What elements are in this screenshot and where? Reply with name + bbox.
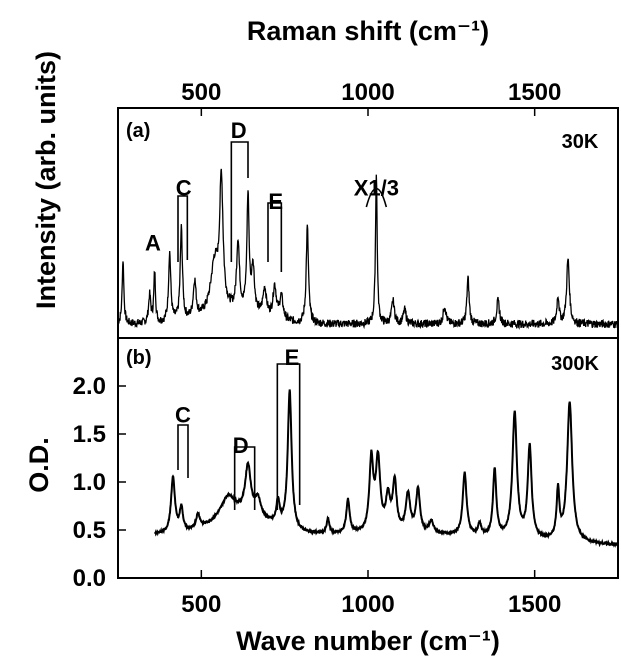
panel-b-annotation: D [233,433,249,458]
panel-b-spectrum [153,389,619,549]
panel-a-spectrum [117,168,619,330]
top-x-tick-label: 1500 [508,79,561,106]
top-axis-title: Raman shift (cm⁻¹) [247,16,489,46]
bottom-x-tick-label: 1500 [508,591,561,618]
bottom-x-tick-label: 500 [181,591,221,618]
panel-b-y-tick-label: 0.0 [73,565,106,592]
bracket-b-c [177,424,189,478]
panel-a-annotation: D [231,118,247,143]
bottom-axis-title: Wave number (cm⁻¹) [236,626,500,656]
panel-b-y-tick-label: 0.5 [73,517,106,544]
bracket-a-c [177,195,189,262]
panel-a-label: (a) [126,120,150,142]
panel-a-annotation: X1/3 [354,175,399,200]
panel-b-frame [117,337,619,579]
bracket-b-e [276,363,301,510]
panel-a-temperature: 30K [562,131,599,153]
panel-b-temperature: 300K [551,353,599,375]
panel-b-ylabel: O.D. [24,437,54,493]
panel-b-label: (b) [126,347,152,369]
panel-b-y-tick-label: 1.0 [73,469,106,496]
top-x-tick-label: 500 [181,79,221,106]
panel-a-annotation: C [176,175,192,200]
panel-b-y-tick-label: 1.5 [73,421,106,448]
bracket-a-d [230,141,249,262]
panel-b-y-tick-label: 2.0 [73,373,106,400]
top-x-tick-label: 1000 [341,79,394,106]
panel-a-annotation: A [145,231,161,256]
bottom-x-tick-label: 1000 [341,591,394,618]
panel-a-annotation: E [268,189,283,214]
panel-b-annotation: C [175,402,191,427]
panel-a-ylabel: Intensity (arb. units) [31,51,61,309]
bracket-a-e [267,202,283,272]
panel-b-annotation: E [285,345,300,370]
bracket-b-d [233,446,256,510]
